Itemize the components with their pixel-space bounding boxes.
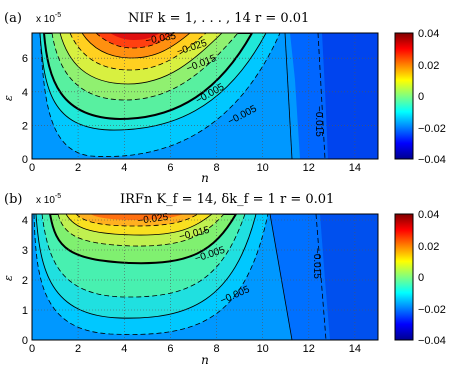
colorbar-tick: 0.02 (418, 241, 439, 253)
panel-a: (a) x 10-5 NIF k = 1, . . . , 14 r = 0.0… (2, 11, 446, 185)
colorbar-tick: −0.02 (418, 304, 446, 316)
contour-label: −0.015 (311, 248, 322, 279)
x-tick-label: 4 (121, 162, 127, 174)
y-tick-label: 3 (22, 245, 28, 257)
colorbar-b: 0.04 0.02 0 −0.02 −0.04 (394, 209, 446, 347)
y-tick-label: 1 (22, 305, 28, 317)
grid-a (32, 33, 378, 159)
colorbar-tick: 0.04 (418, 28, 439, 40)
x-tick-label: 12 (303, 343, 315, 355)
x-tick-label: 14 (349, 343, 361, 355)
contour-field-b (32, 214, 378, 340)
contour-field-a (32, 33, 378, 159)
colorbar-a: 0.04 0.02 0 −0.02 −0.04 (394, 28, 446, 166)
y-axis-a: 0 2 4 6 (22, 53, 28, 166)
panel-b: (b) x 10-5 IRFn K_f = 14, δk_f = 1 r = 0… (2, 192, 446, 367)
colorbar-tick: −0.02 (418, 123, 446, 135)
grid-b (32, 214, 378, 340)
y-axis-label-a: ε (2, 95, 15, 101)
contour-label: −0.015 (313, 106, 324, 137)
colorbar-gradient-a (394, 32, 414, 160)
colorbar-tick: 0 (418, 272, 424, 284)
y-tick-label: 2 (22, 275, 28, 287)
colorbar-tick: 0.04 (418, 209, 439, 221)
title-b: IRFn K_f = 14, δk_f = 1 r = 0.01 (120, 192, 334, 207)
y-tick-label: 4 (22, 87, 28, 99)
x-tick-label: 14 (349, 162, 361, 174)
title-a: NIF k = 1, . . . , 14 r = 0.01 (128, 11, 309, 26)
y-exponent-a: x 10-5 (36, 12, 61, 25)
colorbar-tick: 0.02 (418, 60, 439, 72)
x-tick-label: 2 (75, 343, 81, 355)
contour-label: −0.025 (137, 212, 170, 227)
x-tick-label: 0 (29, 343, 35, 355)
colorbar-tick: −0.04 (418, 335, 446, 347)
y-tick-label: 6 (22, 53, 28, 65)
x-axis-label-b: n (201, 353, 209, 367)
y-exponent-b: x 10-5 (36, 193, 61, 206)
x-axis-b: 0 2 4 6 8 10 12 14 (29, 343, 361, 355)
x-tick-label: 4 (121, 343, 127, 355)
plot-frame-b (31, 213, 379, 341)
plot-frame-a (31, 32, 379, 160)
x-tick-label: 2 (75, 162, 81, 174)
y-tick-label: 2 (22, 120, 28, 132)
contour-label: −0.035 (145, 31, 178, 47)
x-tick-label: 12 (303, 162, 315, 174)
x-axis-label-a: n (201, 171, 209, 185)
x-tick-label: 8 (213, 162, 219, 174)
y-tick-label: 4 (22, 215, 28, 227)
x-tick-label: 10 (257, 343, 269, 355)
y-tick-label: 0 (22, 154, 28, 166)
x-tick-label: 10 (257, 162, 269, 174)
y-axis-label-b: ε (2, 275, 15, 281)
x-tick-label: 0 (29, 162, 35, 174)
panel-label-b: (b) (4, 192, 22, 207)
panel-label-a: (a) (4, 11, 22, 26)
x-tick-label: 8 (213, 343, 219, 355)
y-axis-b: 0 1 2 3 4 (22, 215, 28, 347)
x-tick-label: 6 (167, 343, 173, 355)
colorbar-gradient-b (394, 213, 414, 341)
x-tick-label: 6 (167, 162, 173, 174)
y-tick-label: 0 (22, 335, 28, 347)
colorbar-tick: −0.04 (418, 154, 446, 166)
colorbar-tick: 0 (418, 91, 424, 103)
x-axis-a: 0 2 4 6 8 10 12 14 (29, 162, 361, 174)
